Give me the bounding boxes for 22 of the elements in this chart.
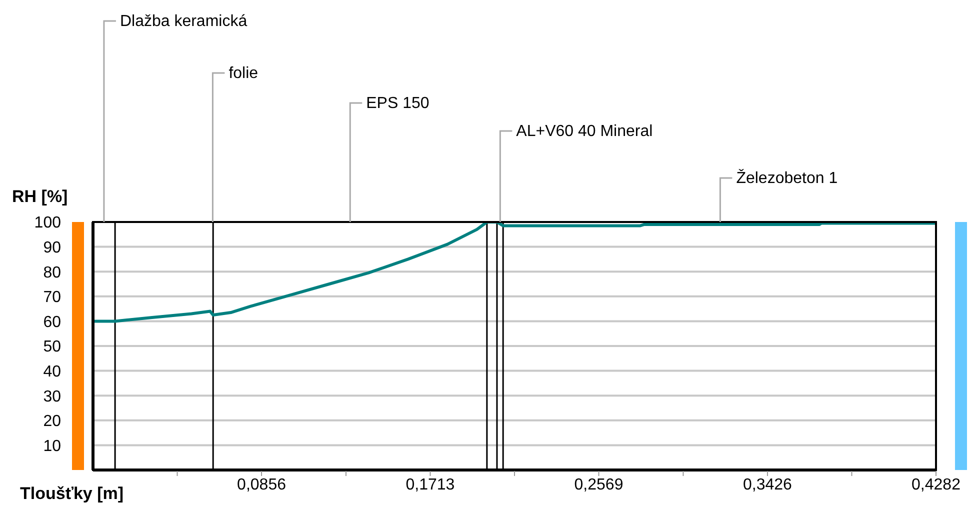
y-tick-label: 70 <box>43 289 62 306</box>
text: folie <box>228 65 258 82</box>
x-tick-label: 0,1713 <box>406 476 455 494</box>
text: AL+V60 40 Mineral <box>516 123 653 140</box>
y-tick-label: 90 <box>43 239 62 256</box>
x-tick-label: 0,2569 <box>574 476 624 494</box>
x-tick-label: 0,4282 <box>912 476 961 494</box>
y-tick-label: 80 <box>43 264 62 282</box>
text: Železobeton 1 <box>736 169 838 187</box>
x-tick-label: 0,3426 <box>743 476 792 494</box>
x-tick-label: 0,0856 <box>237 476 286 494</box>
y-tick-label: 10 <box>43 438 62 455</box>
y-tick-label: 20 <box>43 413 62 430</box>
y-tick-label: 50 <box>43 338 62 356</box>
text: Dlažba keramická <box>120 13 248 30</box>
y-tick-label: 60 <box>43 314 62 331</box>
y-axis-title: RH [%] <box>12 187 68 206</box>
y-tick-label: 100 <box>34 214 62 232</box>
x-axis-title: Tloušťky [m] <box>20 484 124 503</box>
text: EPS 150 <box>366 95 430 112</box>
y-tick-label: 30 <box>43 388 62 406</box>
y-tick-label: 40 <box>43 363 62 380</box>
